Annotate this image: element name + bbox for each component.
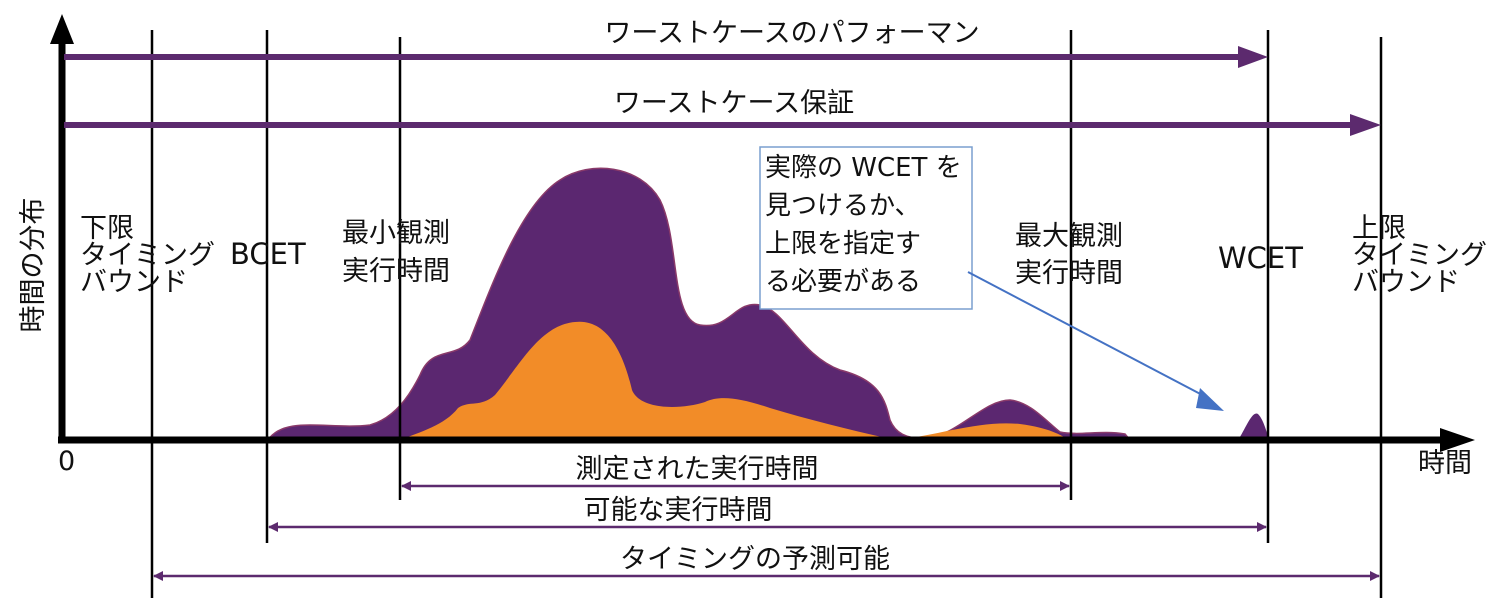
lower-timing-bound-label-1: 下限 (80, 213, 134, 244)
predictability-range-label: タイミングの予測可能 (620, 544, 890, 575)
y-axis-label: 時間の分布 (18, 198, 49, 333)
bcet-label: BCET (230, 237, 306, 271)
worst-case-guarantee-arrowhead (1350, 114, 1381, 136)
callout-line-1: 実際の WCET を (765, 153, 962, 183)
max-observed-label-2: 実行時間 (1015, 258, 1123, 289)
distribution-small-bump (1238, 413, 1270, 440)
callout-line-3: 上限を指定す (765, 229, 921, 259)
callout-pointer-line (967, 271, 1209, 399)
callout-box (759, 146, 973, 310)
x-axis-label: 時間 (1418, 448, 1472, 479)
worst-case-performance-label: ワーストケースのパフォーマン (604, 18, 979, 49)
upper-timing-bound-label-2: タイミング (1352, 240, 1487, 271)
wcet-label: WCET (1218, 241, 1303, 275)
y-axis-arrowhead (50, 14, 74, 44)
worst-case-performance-arrowhead (1238, 46, 1268, 68)
distribution-all-executions (266, 167, 1132, 441)
callout-line-4: る必要がある (765, 267, 921, 297)
max-observed-label-1: 最大観測 (1015, 221, 1123, 252)
min-observed-label-1: 最小観測 (342, 218, 450, 249)
lower-timing-bound-label-3: バウンド (80, 267, 188, 298)
upper-timing-bound-label-3: バウンド (1352, 267, 1460, 298)
callout-line-2: 見つけるか、 (765, 191, 920, 221)
lower-timing-bound-label-2: タイミング (80, 240, 215, 271)
x-axis-arrowhead (1440, 428, 1475, 452)
upper-timing-bound-label-1: 上限 (1352, 213, 1406, 244)
possible-range-label: 可能な実行時間 (584, 495, 773, 526)
measured-range-label: 測定された実行時間 (576, 454, 819, 485)
distribution-measured-executions (400, 321, 1070, 440)
origin-label: 0 (58, 446, 75, 477)
worst-case-guarantee-label: ワーストケース保証 (614, 88, 854, 119)
callout-pointer-arrowhead (1196, 388, 1224, 411)
min-observed-label-2: 実行時間 (342, 256, 450, 287)
